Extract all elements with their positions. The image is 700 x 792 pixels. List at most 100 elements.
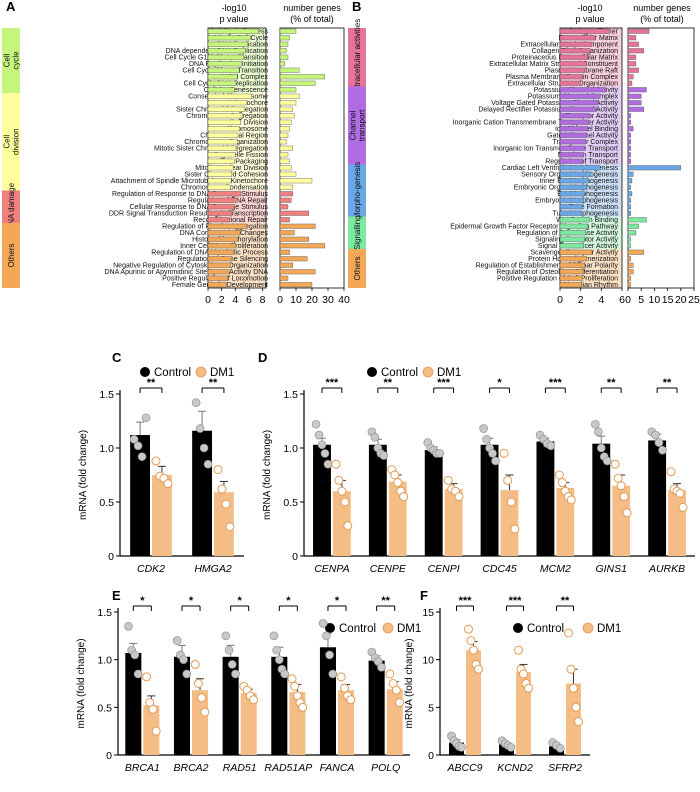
pd-y-tick-label: 1.5 [283,389,298,401]
pa-group-band [2,223,20,288]
pe-category-label: RAD51AP [264,762,312,774]
pa-ngenes-bar [279,197,292,203]
pa-pval-bar [207,223,248,229]
pa-ngenes-bar [279,243,325,249]
pb-pval-bar [559,249,593,255]
pa-pval-axis-box [207,27,267,289]
pa-ngenes-bar [279,152,289,158]
pb-pval-bar [559,256,588,262]
pd-category-label: AURKB [648,563,685,575]
pb-pval-bar [559,41,593,47]
pa-term-label: DDR Signal Transduction Resulting in Tra… [109,211,268,218]
pa-pval-bar [207,197,238,203]
pb-term-label: Regulation of Establishment of Planar Po… [476,263,619,270]
pb-ngenes-tick-label: 15 [662,294,674,306]
pa-pval-bar [207,191,241,197]
pd-bar-control [536,441,555,556]
pa-group-label: Celldivision [3,128,21,155]
pb-ngenes-bar [627,80,633,86]
pe-bar-dm1 [338,690,355,755]
pe-point-control [133,669,143,679]
pa-term-label: Cell Division [229,120,268,127]
pb-group-band [348,86,366,165]
pf-point-dm1 [469,645,478,655]
pa-pval-bar [207,80,237,86]
pd-sig-stars: ** [663,377,672,389]
pf-point-dm1 [564,628,573,638]
pd-point-dm1 [666,467,676,477]
pb-pval-bar [559,210,582,216]
pf-category-label: KCND2 [497,762,533,774]
pc-point-dm1 [221,499,231,509]
pf-point-dm1 [569,683,578,693]
pf-bar-dm1 [466,650,481,755]
pc-sig-stars: ** [209,377,218,389]
pb-pval-bar [559,243,584,249]
pd-point-dm1 [393,478,403,488]
pc-bar-control [130,435,150,556]
pb-pval-bar [559,282,582,288]
pa-ngenes-bar [279,204,289,210]
pb-term-label: Circadian Rhythm [562,282,618,289]
pa-pval-bar [207,171,233,177]
pb-ngenes-bar [627,197,631,203]
pb-term-label: Metal Ion Transport [558,152,618,159]
pb-pval-bar [559,126,589,132]
pd-point-dm1 [619,492,629,502]
pb-group-label-line: Morpho-genesis [353,162,362,219]
pb-ngenes-bar [627,256,631,262]
pb-pval-bar [559,269,584,275]
pb-group-label-line: Channel [349,110,358,140]
pb-ngenes-bar [627,158,631,164]
pb-ngenes-tick-label: 10 [649,294,661,306]
pb-ngenes-bar [627,28,650,34]
pa-pval-tick-label: 4 [232,294,238,306]
pe-point-dm1 [151,726,161,736]
pa-pval-bar [207,106,246,112]
pe-legend-control-label: Control [339,623,376,635]
pf-bar-control [549,746,564,755]
pb-ngenes-tick-label: 0 [625,294,631,306]
pb-ngenes-bar [627,145,631,151]
pf-legend-dm1-marker [582,622,594,634]
pa-ngenes-bar [279,145,294,151]
pb-group-band [348,249,366,288]
pe-y-tick-label: 1.0 [97,655,112,667]
pa-ngenes-bar [279,74,325,80]
pb-group-label: Signalling [353,215,362,250]
pf-sig-stars: ** [561,595,570,607]
pb-ngenes-tick-label: 25 [688,294,700,306]
pd-sig-stars: *** [437,377,451,389]
pb-pval-bar [559,165,601,171]
pe-point-dm1 [290,681,300,691]
pb-group-label-line: Others [353,256,362,280]
pd-bar-dm1 [668,490,686,556]
pa-pval-bar [207,282,227,288]
pa-ngenes-bar [279,282,313,288]
panel-label-a: A [6,0,16,14]
pe-legend-dm1-marker [382,622,394,634]
pd-point-control [593,427,603,437]
pd-legend-dm1-marker [422,366,434,378]
pc-point-dm1 [151,456,161,466]
pd-category-label: CDC45 [482,563,517,575]
pa-group-label: Others [7,243,16,267]
pc-point-control [199,443,209,453]
pd-category-label: MCM2 [540,563,571,575]
pa-ngenes-bar [279,139,287,145]
pb-pval-bar [559,80,581,86]
pa-ngenes-bar [279,54,289,60]
pe-point-control [272,645,281,655]
pf-bar-dm1 [516,672,531,755]
pd-category-label: CENPA [314,563,349,575]
pd-sig-stars: *** [549,377,563,389]
pf-y-tick-label: 10 [422,655,434,667]
pe-point-dm1 [142,672,152,682]
pb-ngenes-bar [627,41,639,47]
pd-point-control [379,451,389,460]
pb-pval-bar [559,119,590,125]
pd-sig-stars: ** [384,377,393,389]
pe-category-label: BRCA1 [125,762,160,774]
pc-point-control [137,452,147,461]
pb-pval-bar [559,54,589,60]
